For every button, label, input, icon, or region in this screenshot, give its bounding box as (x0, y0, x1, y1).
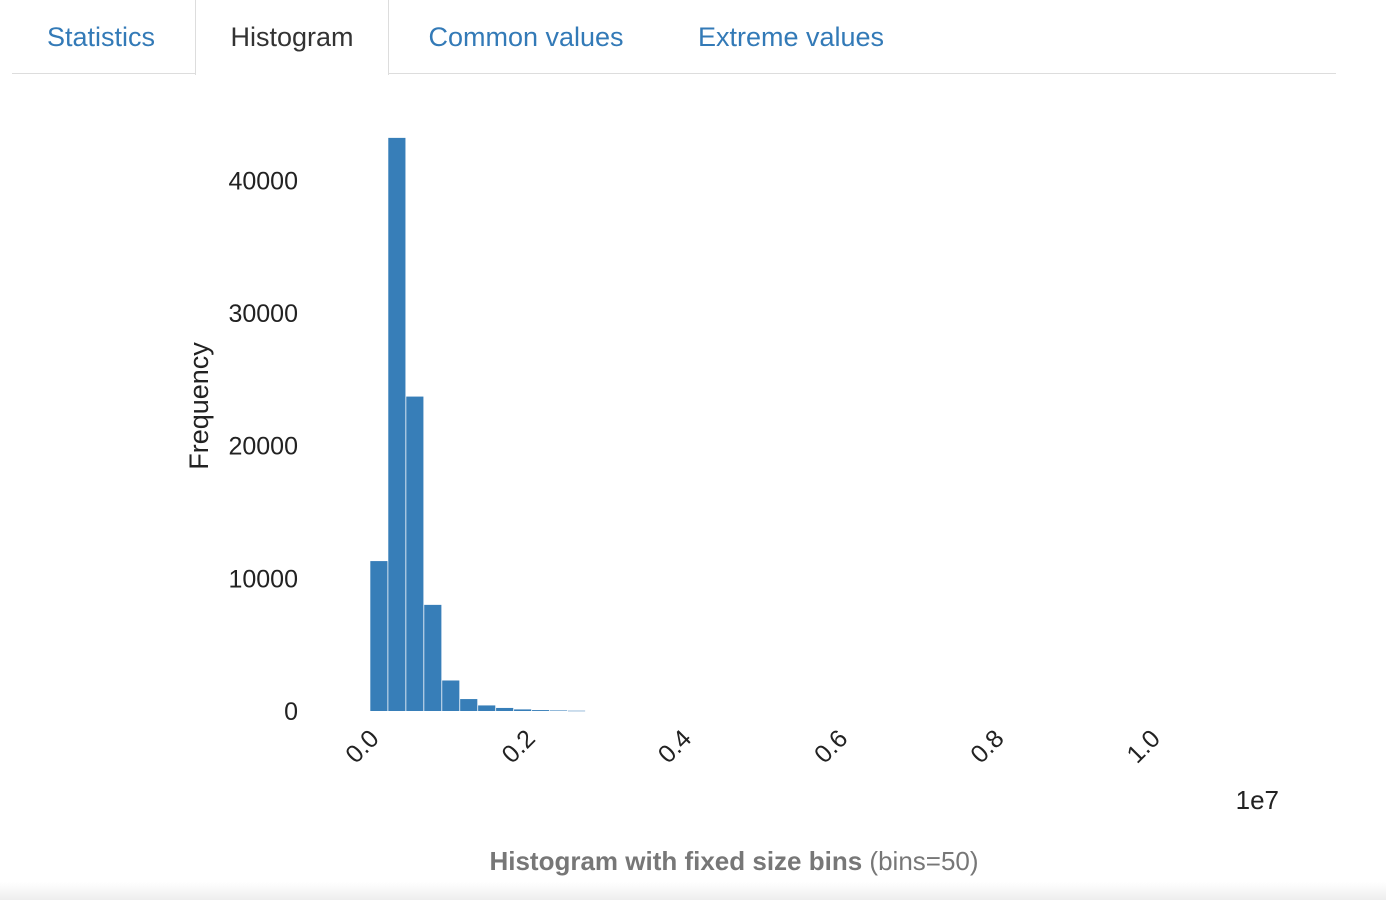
y-tick-label: 30000 (228, 300, 298, 328)
x-tick-label: 1.0 (1121, 724, 1165, 768)
y-tick-label: 40000 (228, 167, 298, 195)
histogram-bar-11 (567, 710, 586, 712)
tab-statistics[interactable]: Statistics (46, 21, 156, 52)
histogram-bar-2 (406, 396, 424, 711)
tab-common-values[interactable]: Common values (428, 21, 624, 52)
tab-bar-divider (12, 73, 1336, 74)
y-tick-labels: 0 10000 20000 30000 40000 (228, 167, 298, 726)
y-tick-label: 20000 (228, 433, 298, 461)
histogram-bar-6 (478, 705, 496, 711)
histogram-bar-5 (460, 699, 478, 711)
histogram-bar-3 (424, 604, 442, 711)
y-tick-label: 10000 (228, 565, 298, 593)
histogram-bar-4 (442, 680, 460, 711)
y-tick-label: 0 (284, 698, 298, 726)
caption-title: Histogram with fixed size bins (489, 846, 863, 876)
histogram-bar-8 (514, 709, 532, 711)
x-tick-labels: 0.0 0.2 0.4 0.6 0.8 1.0 (340, 724, 1166, 768)
histogram-caption: Histogram with fixed size bins (bins=50) (0, 846, 1386, 877)
bottom-shade (0, 882, 1386, 900)
tab-extreme-values[interactable]: Extreme values (697, 21, 885, 52)
histogram-bar-10 (550, 710, 568, 711)
x-tick-label: 0.4 (653, 724, 697, 768)
x-offset-label: 1e7 (1236, 785, 1279, 815)
x-tick-label: 0.0 (340, 724, 384, 768)
tab-histogram[interactable]: Histogram (195, 0, 389, 75)
histogram-bar-0 (370, 561, 388, 711)
tab-bar: Statistics Histogram Common values Extre… (0, 0, 1386, 75)
caption-bins: (bins=50) (869, 846, 979, 876)
bars-layer (370, 137, 586, 712)
histogram-chart: 0 10000 20000 30000 40000 0.0 0.2 0.4 0.6 0.8 1.0… (0, 74, 1386, 900)
histogram-bar-7 (496, 707, 514, 711)
histogram-svg: 0 10000 20000 30000 40000 0.0 0.2 0.4 0.6 0.8 1.0… (184, 137, 1279, 815)
x-tick-label: 0.6 (809, 724, 853, 768)
x-tick-label: 0.2 (496, 724, 540, 768)
y-axis-label: Frequency (184, 342, 214, 470)
x-tick-label: 0.8 (965, 724, 1009, 768)
histogram-bar-9 (532, 710, 550, 711)
histogram-bar-1 (388, 137, 406, 711)
